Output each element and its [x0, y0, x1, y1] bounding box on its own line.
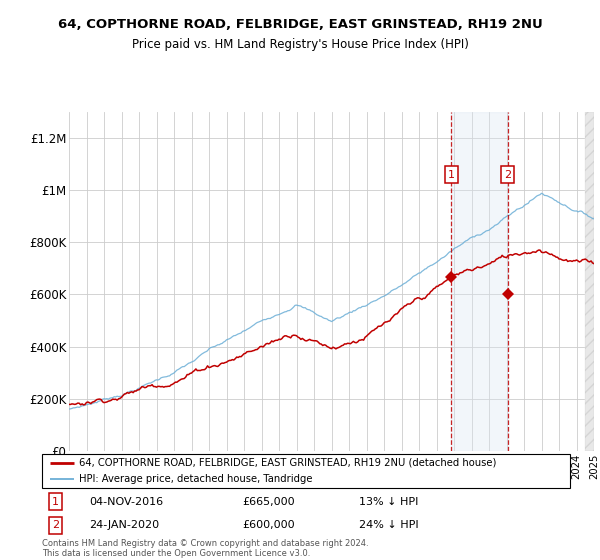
FancyBboxPatch shape — [42, 454, 570, 488]
Text: 2: 2 — [52, 520, 59, 530]
Text: 64, COPTHORNE ROAD, FELBRIDGE, EAST GRINSTEAD, RH19 2NU: 64, COPTHORNE ROAD, FELBRIDGE, EAST GRIN… — [58, 18, 542, 31]
Text: £600,000: £600,000 — [242, 520, 295, 530]
Text: 64, COPTHORNE ROAD, FELBRIDGE, EAST GRINSTEAD, RH19 2NU (detached house): 64, COPTHORNE ROAD, FELBRIDGE, EAST GRIN… — [79, 458, 496, 468]
Text: £665,000: £665,000 — [242, 497, 295, 507]
Text: Contains HM Land Registry data © Crown copyright and database right 2024.
This d: Contains HM Land Registry data © Crown c… — [42, 539, 368, 558]
Text: 04-NOV-2016: 04-NOV-2016 — [89, 497, 164, 507]
Text: 1: 1 — [52, 497, 59, 507]
Bar — [585, 112, 594, 451]
Text: 2: 2 — [504, 170, 511, 180]
Bar — [585, 112, 594, 451]
Text: 1: 1 — [448, 170, 455, 180]
Text: 13% ↓ HPI: 13% ↓ HPI — [359, 497, 418, 507]
Text: 24-JAN-2020: 24-JAN-2020 — [89, 520, 160, 530]
Text: HPI: Average price, detached house, Tandridge: HPI: Average price, detached house, Tand… — [79, 474, 313, 484]
Text: Price paid vs. HM Land Registry's House Price Index (HPI): Price paid vs. HM Land Registry's House … — [131, 38, 469, 51]
Text: 24% ↓ HPI: 24% ↓ HPI — [359, 520, 418, 530]
Bar — [451, 112, 508, 451]
